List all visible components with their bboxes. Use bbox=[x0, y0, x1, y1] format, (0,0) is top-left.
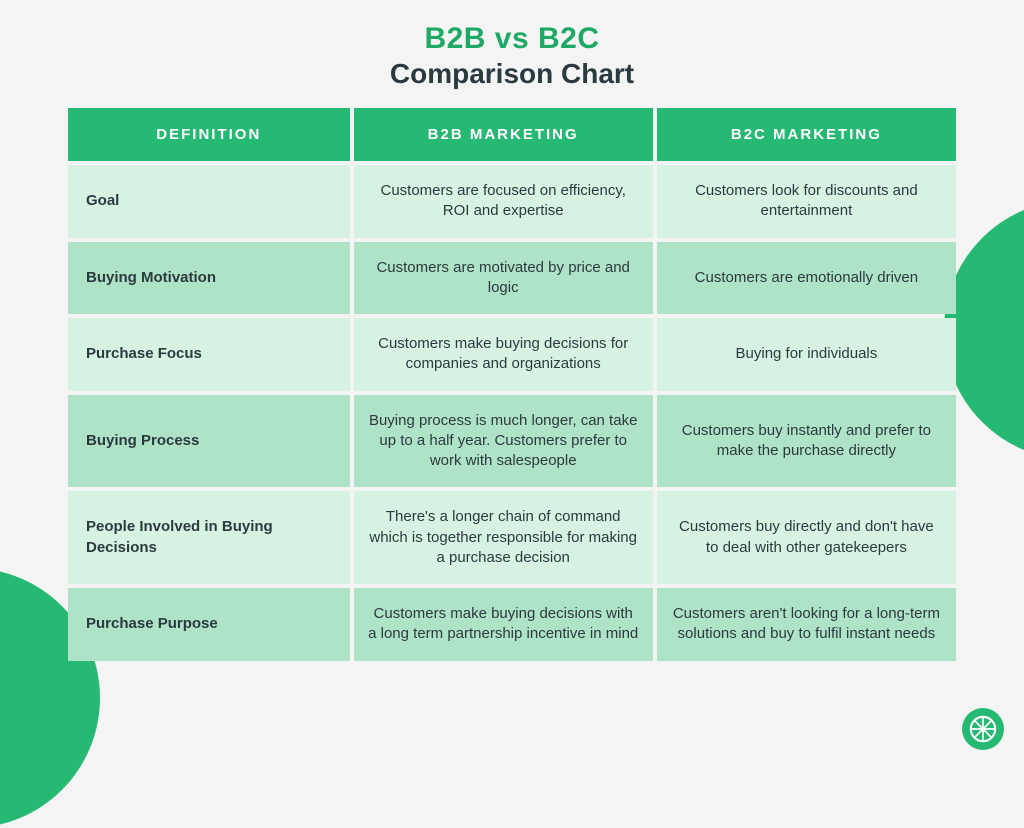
table-row: Buying Motivation Customers are motivate… bbox=[68, 242, 956, 315]
row-b2c: Customers buy instantly and prefer to ma… bbox=[657, 395, 956, 488]
table-header-row: DEFINITION B2B MARKETING B2C MARKETING bbox=[68, 108, 956, 161]
row-b2c: Customers are emotionally driven bbox=[657, 242, 956, 315]
table-row: Purchase Purpose Customers make buying d… bbox=[68, 588, 956, 661]
row-b2b: There's a longer chain of command which … bbox=[354, 491, 653, 584]
row-definition: People Involved in Buying Decisions bbox=[68, 491, 350, 584]
row-definition: Purchase Purpose bbox=[68, 588, 350, 661]
row-b2c: Customers buy directly and don't have to… bbox=[657, 491, 956, 584]
row-b2b: Buying process is much longer, can take … bbox=[354, 395, 653, 488]
title-primary: B2B vs B2C bbox=[64, 22, 960, 56]
row-b2c: Buying for individuals bbox=[657, 318, 956, 391]
row-definition: Goal bbox=[68, 165, 350, 238]
header-definition: DEFINITION bbox=[68, 108, 350, 161]
citrus-icon bbox=[968, 714, 998, 744]
title-secondary: Comparison Chart bbox=[64, 58, 960, 90]
row-b2c: Customers aren't looking for a long-term… bbox=[657, 588, 956, 661]
row-b2b: Customers are focused on efficiency, ROI… bbox=[354, 165, 653, 238]
header-b2b: B2B MARKETING bbox=[354, 108, 653, 161]
row-b2b: Customers make buying decisions with a l… bbox=[354, 588, 653, 661]
row-b2b: Customers are motivated by price and log… bbox=[354, 242, 653, 315]
row-definition: Purchase Focus bbox=[68, 318, 350, 391]
table-row: Purchase Focus Customers make buying dec… bbox=[68, 318, 956, 391]
table-row: Goal Customers are focused on efficiency… bbox=[68, 165, 956, 238]
row-definition: Buying Motivation bbox=[68, 242, 350, 315]
table-row: Buying Process Buying process is much lo… bbox=[68, 395, 956, 488]
page-container: B2B vs B2C Comparison Chart DEFINITION B… bbox=[0, 0, 1024, 685]
table-row: People Involved in Buying Decisions Ther… bbox=[68, 491, 956, 584]
brand-logo bbox=[962, 708, 1004, 750]
row-b2c: Customers look for discounts and enterta… bbox=[657, 165, 956, 238]
row-definition: Buying Process bbox=[68, 395, 350, 488]
row-b2b: Customers make buying decisions for comp… bbox=[354, 318, 653, 391]
comparison-table: DEFINITION B2B MARKETING B2C MARKETING G… bbox=[64, 104, 960, 665]
header-b2c: B2C MARKETING bbox=[657, 108, 956, 161]
